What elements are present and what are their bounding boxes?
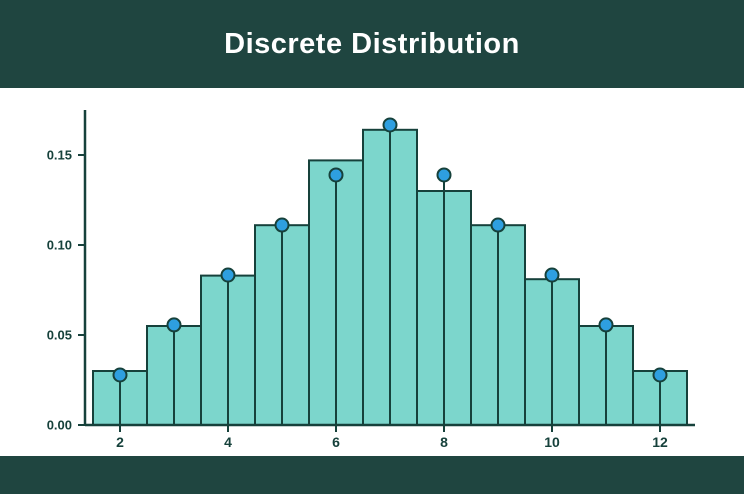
header-band: Discrete Distribution xyxy=(0,0,744,88)
stem-marker xyxy=(328,167,344,183)
stem-marker xyxy=(544,267,560,283)
stem-marker xyxy=(166,317,182,333)
x-tick-label: 12 xyxy=(652,434,668,450)
y-tick-label: 0.10 xyxy=(47,238,72,253)
stem-marker xyxy=(652,367,668,383)
y-tick-label: 0.00 xyxy=(47,418,72,433)
distribution-chart: 0.00 0.05 0.10 0.15 2 4 6 8 10 12 xyxy=(47,110,695,450)
stem-marker xyxy=(220,267,236,283)
x-tick-label: 8 xyxy=(440,434,448,450)
stem-marker xyxy=(112,367,128,383)
x-tick-label: 4 xyxy=(224,434,232,450)
stem-marker xyxy=(436,167,452,183)
stem-marker xyxy=(274,217,290,233)
page-title: Discrete Distribution xyxy=(224,27,520,60)
stem-marker xyxy=(598,317,614,333)
x-tick-label: 6 xyxy=(332,434,340,450)
x-tick-label: 2 xyxy=(116,434,124,450)
x-tick-label: 10 xyxy=(544,434,560,450)
chart-area: 0.00 0.05 0.10 0.15 2 4 6 8 10 12 xyxy=(0,88,744,456)
y-tick-label: 0.05 xyxy=(47,328,72,343)
stem-marker xyxy=(490,217,506,233)
y-tick-label: 0.15 xyxy=(47,148,72,163)
footer-band xyxy=(0,456,744,494)
stem-marker xyxy=(382,117,398,133)
